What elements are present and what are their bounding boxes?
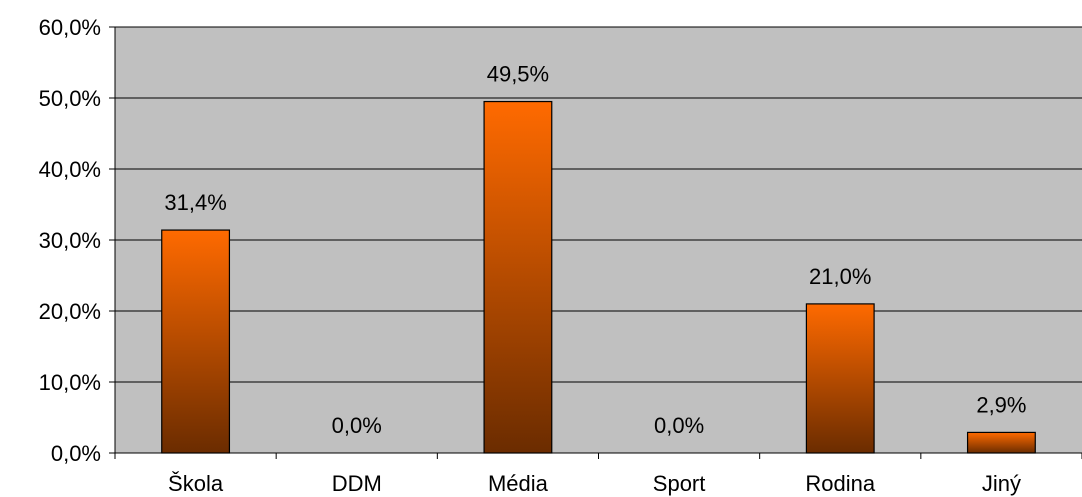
y-tick-label: 60,0% [39,15,101,40]
data-labels: 31,4% 0,0% 49,5% 0,0% 21,0% 2,9% [164,62,1026,438]
x-axis-category-labels: Škola DDM Média Sport Rodina Jiný [168,471,1021,496]
y-tick-label: 20,0% [39,299,101,324]
y-tick-label: 50,0% [39,86,101,111]
bar-0 [161,229,231,454]
y-tick-label: 0,0% [51,441,101,466]
x-category-label: DDM [332,471,382,496]
y-tick-label: 40,0% [39,157,101,182]
data-label: 0,0% [332,413,382,438]
bar-2 [483,100,553,454]
data-label: 49,5% [487,62,549,87]
y-tick-label: 30,0% [39,228,101,253]
data-label: 2,9% [976,392,1026,417]
y-axis-tick-labels: 0,0% 10,0% 20,0% 30,0% 40,0% 50,0% 60,0% [39,15,101,466]
data-label: 31,4% [164,190,226,215]
x-category-label: Jiný [982,471,1021,496]
gridlines [109,26,1082,459]
bars [161,100,1036,454]
x-category-label: Rodina [805,471,875,496]
x-category-label: Média [488,471,549,496]
y-tick-label: 10,0% [39,370,101,395]
x-category-label: Škola [168,471,224,496]
data-label: 21,0% [809,264,871,289]
bar-4 [805,303,875,454]
bar-5 [966,431,1036,454]
x-category-label: Sport [653,471,706,496]
data-label: 0,0% [654,413,704,438]
